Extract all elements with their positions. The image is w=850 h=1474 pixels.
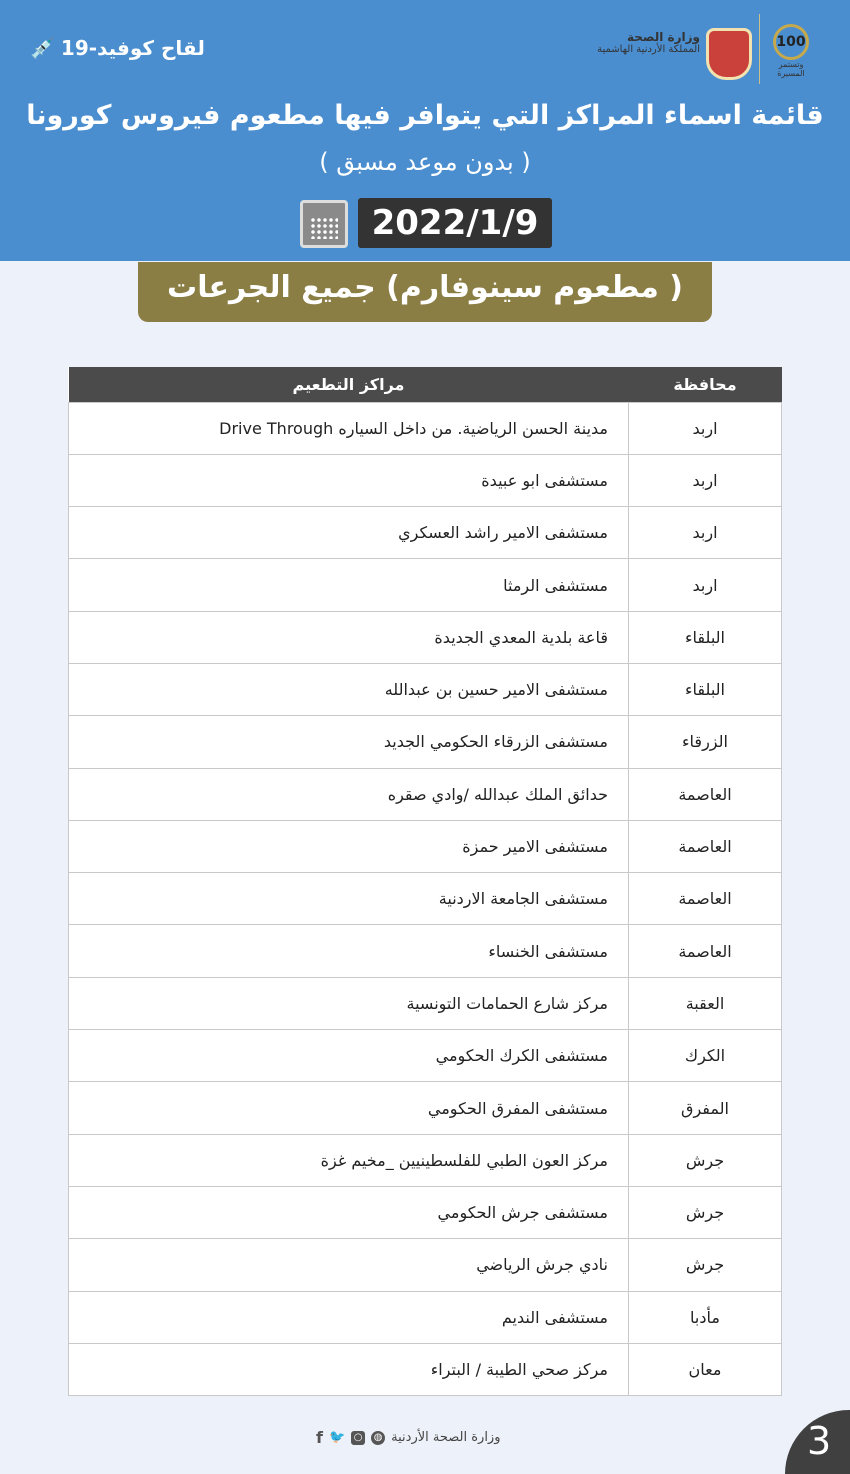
col-centers: مراكز التطعيم <box>68 367 629 402</box>
center-cell: مستشفى الخنساء <box>68 924 629 978</box>
governorate-cell: المفرق <box>628 1081 782 1135</box>
governorate-cell: البلقاء <box>628 610 782 664</box>
governorate-cell: البلقاء <box>628 662 782 717</box>
table-row: اربد مستشفى الرمثا <box>68 558 782 612</box>
center-cell: مستشفى النديم <box>68 1290 629 1344</box>
center-cell: مستشفى الزرقاء الحكومي الجديد <box>68 715 629 769</box>
governorate-cell: جرش <box>628 1238 782 1292</box>
coat-of-arms-logo <box>706 28 752 80</box>
page-number: 3 <box>785 1410 850 1474</box>
table-row: اربد مدينة الحسن الرياضية. من داخل السيار… <box>68 401 782 455</box>
table-row: العقبة مركز شارع الحمامات التونسية <box>68 976 782 1031</box>
governorate-cell: العقبة <box>628 976 782 1031</box>
center-cell: مستشفى الامير حسين بن عبدالله <box>68 662 629 717</box>
vaccine-vial-icon: 💉 <box>30 36 55 60</box>
centennial-number: 100 <box>773 24 809 60</box>
calendar-icon <box>300 200 348 248</box>
governorate-cell: جرش <box>628 1133 782 1187</box>
center-cell: مركز شارع الحمامات التونسية <box>68 976 629 1031</box>
table-row: جرش مركز العون الطبي للفلسطينيين _مخيم غز… <box>68 1133 782 1187</box>
vaccine-label: 💉 لقاح كوفيد-19 <box>30 36 205 60</box>
table-row: الكرك مستشفى الكرك الحكومي <box>68 1029 782 1083</box>
ministry-logo-text: وزارة الصحة المملكة الأردنية الهاشمية <box>597 30 700 55</box>
table-row: معان مركز صحي الطيبة / البتراء <box>68 1342 782 1397</box>
vaccine-text: لقاح كوفيد-19 <box>60 36 205 60</box>
table-row: العاصمة مستشفى الامير حمزة <box>68 819 782 874</box>
center-cell: قاعة بلدية المعدي الجديدة <box>68 610 629 664</box>
divider <box>759 14 760 84</box>
kingdom-name: المملكة الأردنية الهاشمية <box>597 44 700 55</box>
governorate-cell: الكرك <box>628 1029 782 1083</box>
governorate-cell: اربد <box>628 401 782 455</box>
centennial-slogan: وتستمر المسيرة <box>777 60 805 78</box>
center-cell: مستشفى الرمثا <box>68 558 629 612</box>
table-row: اربد مستشفى الامير راشد العسكري <box>68 506 782 560</box>
table-row: جرش نادي جرش الرياضي <box>68 1238 782 1292</box>
ministry-name: وزارة الصحة <box>626 30 700 44</box>
governorate-cell: اربد <box>628 453 782 508</box>
governorate-cell: العاصمة <box>628 767 782 821</box>
centers-table: محافظة مراكز التطعيم اربد مدينة الحسن الر… <box>68 367 782 1397</box>
center-cell: مدينة الحسن الرياضية. من داخل السياره Dr… <box>68 401 629 455</box>
center-cell: مستشفى جرش الحكومي <box>68 1185 629 1240</box>
center-cell: مركز العون الطبي للفلسطينيين _مخيم غزة <box>68 1133 629 1187</box>
table-row: الزرقاء مستشفى الزرقاء الحكومي الجديد <box>68 715 782 769</box>
governorate-cell: مأدبا <box>628 1290 782 1344</box>
table-row: المفرق مستشفى المفرق الحكومي <box>68 1081 782 1135</box>
governorate-cell: اربد <box>628 558 782 612</box>
table-row: جرش مستشفى جرش الحكومي <box>68 1185 782 1240</box>
centennial-logo: 100 وتستمر المسيرة <box>766 24 816 84</box>
center-cell: مستشفى المفرق الحكومي <box>68 1081 629 1135</box>
table-row: البلقاء مستشفى الامير حسين بن عبدالله <box>68 662 782 717</box>
date-badge: 2022/1/9 <box>358 198 552 248</box>
footer: وزارة الصحة الأردنية ◍ ○ 🐦 f <box>316 1428 501 1447</box>
footer-ministry: وزارة الصحة الأردنية <box>391 1430 501 1445</box>
center-cell: نادي جرش الرياضي <box>68 1238 629 1292</box>
governorate-cell: العاصمة <box>628 872 782 926</box>
center-cell: مركز صحي الطيبة / البتراء <box>68 1342 629 1397</box>
center-cell: مستشفى الامير حمزة <box>68 819 629 874</box>
vaccine-type-banner: ( مطعوم سينوفارم) جميع الجرعات <box>138 262 712 322</box>
facebook-icon[interactable]: f <box>316 1428 323 1447</box>
col-governorate: محافظة <box>628 367 782 402</box>
center-cell: مستشفى ابو عبيدة <box>68 453 629 508</box>
center-cell: حدائق الملك عبدالله /وادي صقره <box>68 767 629 821</box>
header: 💉 لقاح كوفيد-19 وزارة الصحة المملكة الأرد… <box>0 0 850 261</box>
table-row: العاصمة حدائق الملك عبدالله /وادي صقره <box>68 767 782 821</box>
center-cell: مستشفى الكرك الحكومي <box>68 1029 629 1083</box>
table-row: العاصمة مستشفى الجامعة الاردنية <box>68 872 782 926</box>
governorate-cell: معان <box>628 1342 782 1397</box>
table-row: اربد مستشفى ابو عبيدة <box>68 453 782 508</box>
governorate-cell: العاصمة <box>628 819 782 874</box>
table-row: العاصمة مستشفى الخنساء <box>68 924 782 978</box>
governorate-cell: جرش <box>628 1185 782 1240</box>
governorate-cell: الزرقاء <box>628 715 782 769</box>
governorate-cell: اربد <box>628 506 782 560</box>
instagram-icon[interactable]: ○ <box>351 1430 366 1445</box>
governorate-cell: العاصمة <box>628 924 782 978</box>
center-cell: مستشفى الجامعة الاردنية <box>68 872 629 926</box>
table-row: مأدبا مستشفى النديم <box>68 1290 782 1344</box>
table-row: البلقاء قاعة بلدية المعدي الجديدة <box>68 610 782 664</box>
twitter-icon[interactable]: 🐦 <box>328 1430 346 1445</box>
page-title: قائمة اسماء المراكز التي يتوافر فيها مطع… <box>26 100 824 131</box>
globe-icon[interactable]: ◍ <box>371 1430 386 1445</box>
page-subtitle: ( بدون موعد مسبق ) <box>319 148 531 176</box>
center-cell: مستشفى الامير راشد العسكري <box>68 506 629 560</box>
